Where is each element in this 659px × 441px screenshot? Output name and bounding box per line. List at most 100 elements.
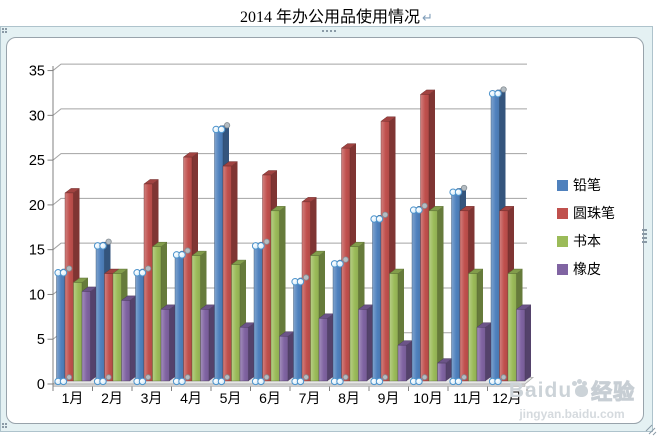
selection-handle-back[interactable] [224,122,231,129]
selection-handle[interactable] [454,377,463,386]
bar-铅笔-2月[interactable] [95,246,105,382]
frame-handle-top[interactable] [322,30,324,32]
legend-item-橡皮[interactable]: 橡皮 [557,262,615,277]
bar-圆珠笔-2月[interactable] [104,273,114,382]
bar-铅笔-12月[interactable] [490,94,500,382]
selection-handle[interactable] [138,269,147,277]
bar-铅笔-6月[interactable] [253,246,263,382]
selection-handle-back[interactable] [500,86,507,93]
bar-圆珠笔-3月[interactable] [143,183,153,382]
bar-圆珠笔-1月[interactable] [64,192,74,382]
legend-item-圆珠笔[interactable]: 圆珠笔 [557,206,615,221]
bar-铅笔-8月[interactable] [332,264,342,382]
bar-书本-8月[interactable] [349,246,359,382]
bar-橡皮-6月[interactable] [279,336,289,382]
selection-handle[interactable] [59,377,68,386]
selection-handle-back[interactable] [184,247,191,254]
bar-圆珠笔-11月[interactable] [459,210,469,382]
bar-橡皮-3月[interactable] [160,309,170,382]
selection-handle[interactable] [59,269,68,277]
bar-圆珠笔-9月[interactable] [380,121,390,382]
selection-handle-back[interactable] [184,374,191,381]
selection-handle-back[interactable] [421,202,428,209]
bar-圆珠笔-7月[interactable] [301,201,311,382]
selection-handle[interactable] [415,206,423,214]
bar-圆珠笔-5月[interactable] [222,165,232,382]
selection-handle[interactable] [296,277,305,286]
bar-铅笔-9月[interactable] [372,219,382,382]
bar-铅笔-4月[interactable] [174,255,184,382]
bar-橡皮-2月[interactable] [121,300,131,382]
selection-handle[interactable] [178,377,186,386]
selection-handle[interactable] [336,260,344,268]
selection-handle-back[interactable] [342,256,349,263]
bar-书本-2月[interactable] [112,273,122,382]
selection-handle[interactable] [257,377,265,386]
bar-书本-10月[interactable] [428,210,438,382]
selection-handle[interactable] [99,377,107,386]
bar-铅笔-3月[interactable] [135,273,145,382]
selection-handle-back[interactable] [382,374,389,381]
selection-handle-back[interactable] [105,374,112,381]
legend-item-书本[interactable]: 书本 [557,234,615,249]
bar-圆珠笔-10月[interactable] [420,94,430,382]
resize-corner-icon[interactable] [643,422,657,441]
selection-handle-back[interactable] [381,211,389,218]
legend-item-铅笔[interactable]: 铅笔 [557,178,615,193]
selection-handle[interactable] [217,125,226,134]
bar-铅笔-1月[interactable] [56,273,66,382]
bar-橡皮-9月[interactable] [397,344,407,382]
bar-书本-4月[interactable] [191,255,201,382]
bar-橡皮-11月[interactable] [476,327,486,382]
selection-handle[interactable] [217,377,226,386]
selection-handle-back[interactable] [421,374,428,381]
bar-橡皮-5月[interactable] [239,327,249,382]
selection-handle[interactable] [494,377,502,386]
bar-橡皮-8月[interactable] [358,309,368,382]
selection-handle-back[interactable] [224,374,231,381]
selection-handle-back[interactable] [302,274,310,281]
selection-handle[interactable] [494,89,502,98]
bar-圆珠笔-6月[interactable] [262,174,272,382]
bar-书本-9月[interactable] [389,273,399,382]
bar-橡皮-4月[interactable] [200,309,210,382]
selection-handle-back[interactable] [66,265,73,272]
bar-圆珠笔-12月[interactable] [499,210,509,382]
selection-handle[interactable] [99,242,107,250]
bar-橡皮-12月[interactable] [516,309,526,382]
bar-橡皮-7月[interactable] [318,318,328,382]
bar-铅笔-10月[interactable] [411,210,421,382]
selection-handle[interactable] [454,188,463,196]
bar-铅笔-11月[interactable] [451,192,461,382]
bar-橡皮-1月[interactable] [81,291,91,382]
selection-handle[interactable] [375,215,384,223]
selection-handle-back[interactable] [500,374,507,381]
selection-handle-back[interactable] [263,238,270,245]
selection-handle[interactable] [415,377,423,386]
selection-handle-back[interactable] [145,265,152,272]
selection-handle[interactable] [296,377,305,386]
selection-handle[interactable] [375,377,384,386]
bar-书本-1月[interactable] [73,282,83,382]
selection-handle-back[interactable] [66,374,72,381]
selection-handle-back[interactable] [105,238,112,245]
bar-书本-3月[interactable] [152,246,162,382]
selection-handle-back[interactable] [145,374,152,381]
selection-handle-back[interactable] [461,374,468,381]
selection-handle-back[interactable] [460,184,468,192]
bar-铅笔-5月[interactable] [214,130,224,382]
selection-handle-back[interactable] [303,374,310,381]
bar-书本-6月[interactable] [270,210,280,382]
bar-铅笔-7月[interactable] [293,282,303,382]
selection-handle[interactable] [257,242,265,250]
bar-橡皮-10月[interactable] [437,362,447,382]
bar-书本-5月[interactable] [231,264,241,382]
bar-书本-11月[interactable] [468,273,478,382]
frame-handle-right[interactable] [642,229,647,231]
selection-handle[interactable] [138,377,147,386]
selection-handle[interactable] [336,377,344,386]
bar-书本-12月[interactable] [507,273,517,382]
bar-书本-7月[interactable] [310,255,320,382]
selection-handle[interactable] [178,251,186,259]
bar-圆珠笔-4月[interactable] [183,156,193,382]
